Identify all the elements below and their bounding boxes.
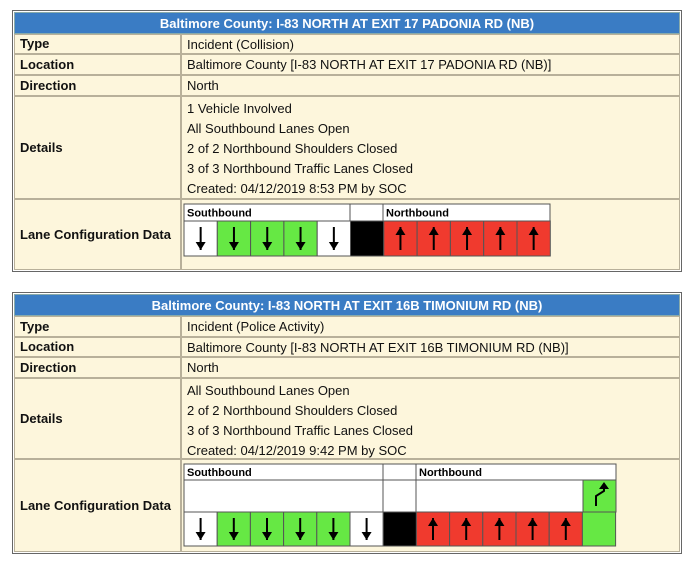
lane-arrow-head [560, 518, 571, 526]
lane-arrow-head [495, 227, 506, 235]
row-label: Location [14, 337, 181, 357]
lane-arrow-head [361, 532, 372, 540]
row-label: Direction [14, 357, 181, 378]
lane [382, 511, 417, 547]
lane-arrow-head [195, 242, 206, 250]
lane-arrow-head [461, 518, 472, 526]
lane-arrow-head [262, 242, 273, 250]
lane-header-label: Northbound [386, 207, 449, 219]
incident-title: Baltimore County: I-83 NORTH AT EXIT 17 … [14, 12, 680, 34]
row-label: Direction [14, 75, 181, 96]
row-label: Details [14, 378, 181, 459]
detail-line: 2 of 2 Northbound Shoulders Closed [187, 403, 398, 418]
lane-arrow-head [395, 227, 406, 235]
lane-arrow-head [494, 518, 505, 526]
lane-header [382, 463, 417, 481]
row-label: Type [14, 34, 181, 54]
lane-arrow-head [262, 532, 272, 540]
lane-arrow-head [328, 242, 339, 250]
lane-arrow-head [527, 518, 538, 526]
row-label: Lane Configuration Data [14, 459, 181, 552]
row-label: Location [14, 54, 181, 75]
lane-header [183, 479, 384, 513]
detail-line: Created: 04/12/2019 9:42 PM by SOC [187, 443, 407, 458]
row-value: All Southbound Lanes Open 2 of 2 Northbou… [181, 378, 680, 459]
row-value: Baltimore County [I-83 NORTH AT EXIT 16B… [181, 337, 680, 357]
detail-line: 3 of 3 Northbound Traffic Lanes Closed [187, 161, 413, 176]
lane-header-label: Northbound [419, 467, 482, 479]
row-value: North [181, 75, 680, 96]
lane-header-label: Southbound [187, 207, 252, 219]
lane [581, 511, 617, 547]
row-value: 1 Vehicle Involved All Southbound Lanes O… [181, 96, 680, 199]
lane-header [415, 479, 584, 513]
lane-arrow-head [228, 532, 239, 540]
row-label: Details [14, 96, 181, 199]
row-label: Lane Configuration Data [14, 199, 181, 270]
lane-arrow-head [462, 227, 473, 235]
lane-arrow-head [195, 532, 206, 540]
lane-header [349, 203, 384, 222]
detail-line: All Southbound Lanes Open [187, 383, 350, 398]
lane [515, 511, 550, 547]
detail-line: 1 Vehicle Involved [187, 101, 292, 116]
lane-arrow-head [428, 227, 439, 235]
lane-arrow-head [528, 227, 539, 235]
row-value: Baltimore County [I-83 NORTH AT EXIT 17 … [181, 54, 680, 75]
row-value: Incident (Collision) [181, 34, 680, 54]
lane [582, 479, 617, 513]
row-value: Incident (Police Activity) [181, 316, 680, 337]
detail-line: 3 of 3 Northbound Traffic Lanes Closed [187, 423, 413, 438]
turn-arrow-head [599, 482, 609, 489]
lane [350, 220, 385, 257]
lane-arrow-head [228, 242, 239, 250]
lane-arrow-head [328, 532, 339, 540]
incident-title: Baltimore County: I-83 NORTH AT EXIT 16B… [14, 294, 680, 316]
row-value: North [181, 357, 680, 378]
detail-line: 2 of 2 Northbound Shoulders Closed [187, 141, 398, 156]
lane-arrow-head [295, 242, 306, 250]
lane-arrow-head [428, 518, 438, 526]
lane-header-label: Southbound [187, 467, 252, 479]
detail-line: Created: 04/12/2019 8:53 PM by SOC [187, 181, 407, 196]
row-label: Type [14, 316, 181, 337]
lane-header [382, 479, 417, 513]
detail-line: All Southbound Lanes Open [187, 121, 350, 136]
lane-arrow-head [295, 532, 306, 540]
